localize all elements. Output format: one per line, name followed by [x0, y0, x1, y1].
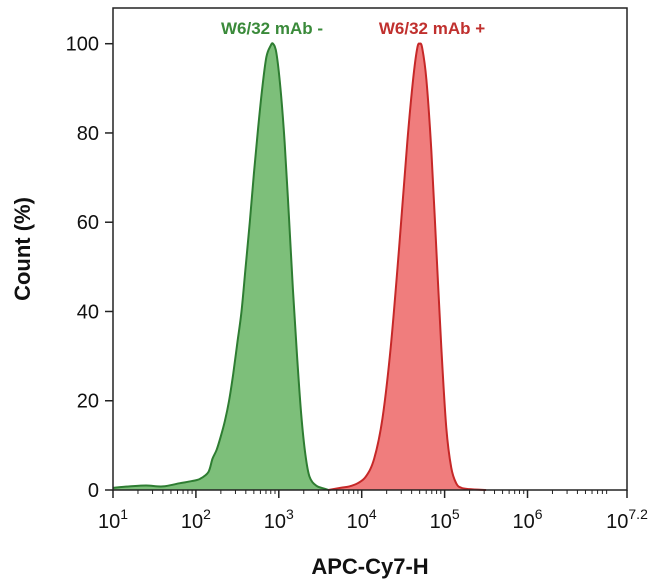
legend-label-series-2: W6/32 mAb +	[379, 19, 485, 38]
y-tick-label: 100	[66, 34, 99, 56]
x-tick-label: 105	[430, 506, 460, 533]
legend-label-series-1: W6/32 mAb -	[221, 19, 323, 38]
series-2-area	[328, 43, 487, 491]
x-tick-label: 101	[98, 506, 128, 533]
x-tick-label: 102	[181, 506, 211, 533]
y-tick-label: 80	[77, 123, 99, 145]
y-tick-label: 20	[77, 391, 99, 413]
y-tick-label: 60	[77, 212, 99, 234]
plot-frame	[112, 7, 628, 491]
x-axis: 101 102 103 104 105 106 107.2	[98, 490, 648, 533]
x-tick-label: 106	[512, 506, 542, 533]
x-tick-label: 107.2	[606, 506, 648, 533]
x-tick-label: 103	[264, 506, 294, 533]
y-axis-title: Count (%)	[10, 197, 35, 301]
y-tick-label: 40	[77, 301, 99, 323]
x-axis-title: APC-Cy7-H	[311, 554, 428, 579]
series-1-line	[112, 42, 329, 491]
series-2-line	[328, 42, 487, 491]
x-tick-label: 104	[347, 506, 377, 533]
legend: W6/32 mAb - W6/32 mAb +	[221, 19, 485, 38]
y-tick-label: 0	[88, 480, 99, 502]
plot-layer	[112, 42, 487, 491]
series-1-area	[113, 43, 329, 491]
y-axis: 0 20 40 60 80 100	[66, 34, 113, 502]
